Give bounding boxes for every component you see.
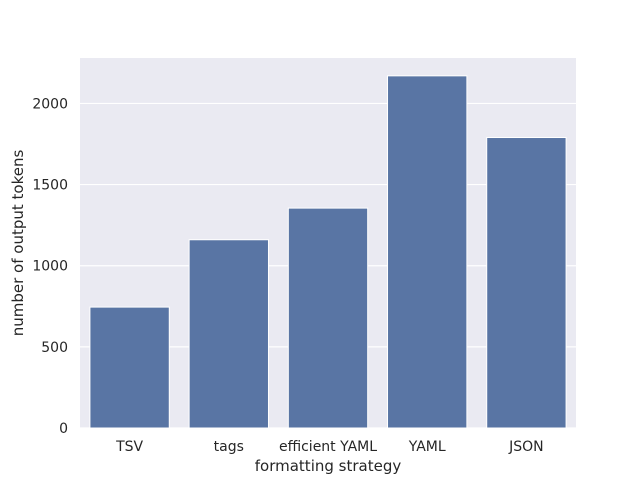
y-tick-label: 1000	[32, 259, 68, 275]
x-axis-ticks: TSV tags efficient YAML YAML JSON	[115, 439, 544, 455]
y-tick-label: 2000	[32, 96, 68, 112]
x-tick-label: YAML	[408, 439, 446, 455]
bar-yaml	[387, 75, 468, 429]
y-tick-label: 500	[41, 340, 68, 356]
y-tick-label: 1500	[32, 178, 68, 194]
bar-tsv	[89, 306, 170, 429]
bar-tags	[188, 239, 269, 429]
bars	[89, 75, 567, 429]
x-axis-label: formatting strategy	[255, 457, 402, 475]
x-tick-label: tags	[214, 439, 244, 455]
bar-json	[486, 137, 567, 429]
y-axis-label: number of output tokens	[9, 150, 27, 337]
x-tick-label: JSON	[508, 439, 544, 455]
x-tick-label: TSV	[115, 439, 143, 455]
y-axis-ticks: 0 500 1000 1500 2000	[32, 96, 68, 437]
y-tick-label: 0	[59, 421, 68, 437]
x-tick-label: efficient YAML	[279, 439, 377, 455]
bar-efficient-yaml	[287, 207, 369, 429]
